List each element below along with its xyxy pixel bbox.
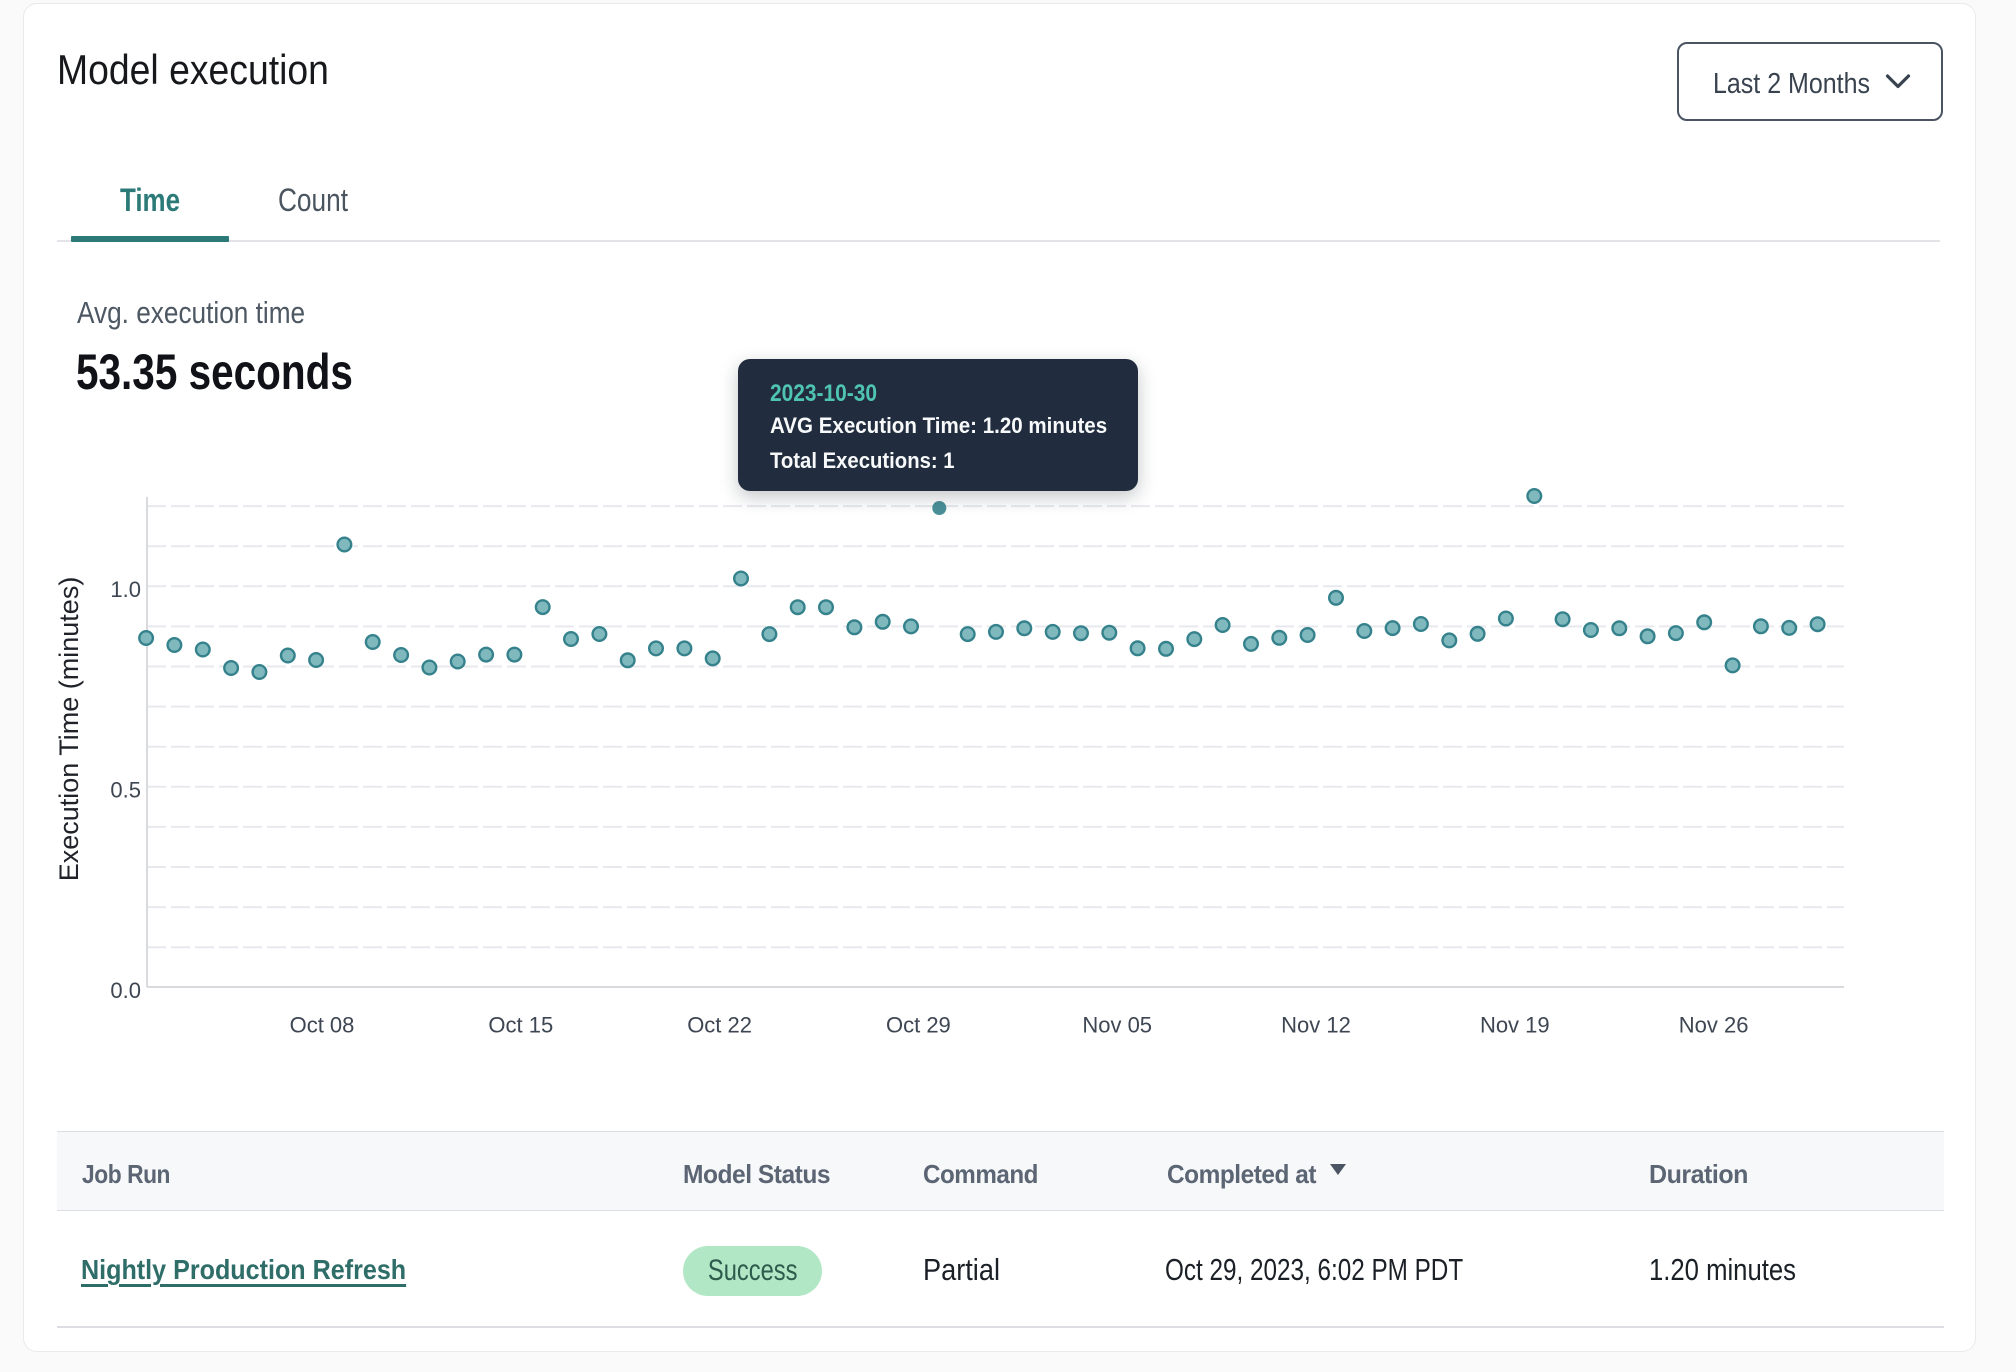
- svg-text:Oct 29: Oct 29: [886, 1013, 951, 1038]
- svg-text:Execution Time (minutes): Execution Time (minutes): [54, 577, 84, 882]
- svg-text:Nov 12: Nov 12: [1281, 1013, 1351, 1038]
- svg-text:0.5: 0.5: [110, 778, 141, 803]
- svg-text:1.0: 1.0: [110, 577, 141, 602]
- svg-text:Nov 26: Nov 26: [1679, 1013, 1749, 1038]
- svg-text:Oct 22: Oct 22: [687, 1013, 752, 1038]
- svg-text:Oct 15: Oct 15: [488, 1013, 553, 1038]
- svg-text:Nov 19: Nov 19: [1480, 1013, 1550, 1038]
- svg-text:0.0: 0.0: [110, 978, 141, 1003]
- svg-text:Nov 05: Nov 05: [1082, 1013, 1152, 1038]
- svg-text:Oct 08: Oct 08: [290, 1013, 355, 1038]
